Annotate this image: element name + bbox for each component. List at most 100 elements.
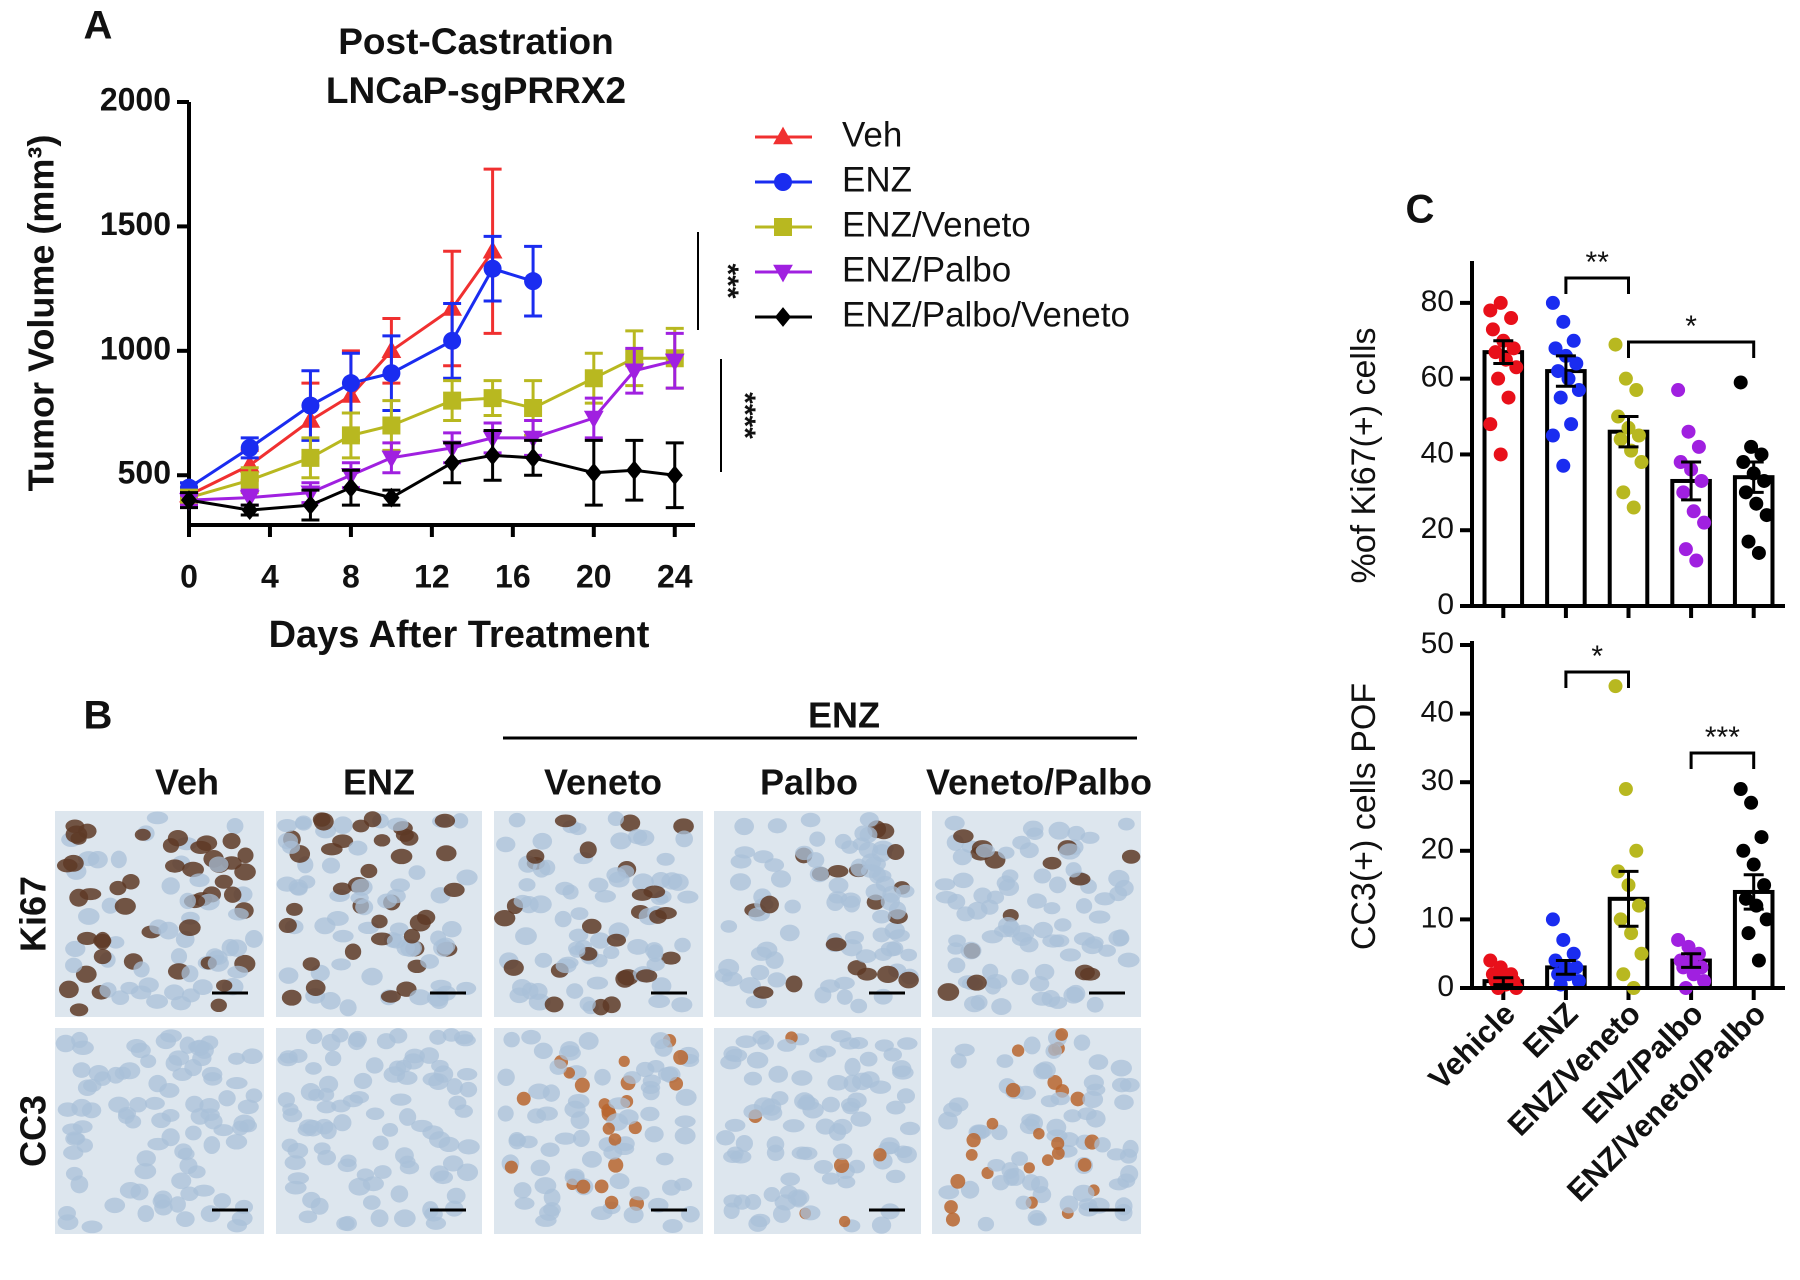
cell-nucleus xyxy=(762,1104,783,1121)
data-point xyxy=(1751,545,1766,560)
cell-nucleus xyxy=(944,815,965,831)
cell-nucleus xyxy=(948,1097,969,1112)
y-axis-label: CC3(+) cells POF xyxy=(1345,683,1383,950)
data-point xyxy=(1634,455,1649,470)
cell-nucleus xyxy=(185,1125,202,1141)
cell-nucleus xyxy=(158,921,179,940)
cell-nucleus xyxy=(897,1037,918,1050)
cell-nucleus xyxy=(443,882,465,898)
cell-nucleus xyxy=(107,936,125,949)
data-point xyxy=(1624,926,1639,941)
cell-nucleus xyxy=(780,1172,801,1186)
cell-nucleus xyxy=(874,1039,894,1052)
cell-nucleus xyxy=(536,1106,558,1121)
marker xyxy=(524,447,542,468)
cell-nucleus xyxy=(629,1186,650,1201)
cell-nucleus xyxy=(675,830,694,848)
cell-nucleus xyxy=(137,1205,155,1223)
cell-nucleus xyxy=(204,1113,223,1130)
cell-nucleus xyxy=(1042,856,1062,870)
marker xyxy=(240,471,259,490)
data-point xyxy=(1483,417,1498,432)
cell-nucleus xyxy=(134,828,151,841)
legend-label: ENZ/Palbo/Veneto xyxy=(842,295,1130,334)
data-point xyxy=(1629,843,1644,858)
cell-nucleus xyxy=(588,877,609,893)
cell-nucleus xyxy=(409,989,431,1006)
marker xyxy=(774,307,792,327)
error-bar xyxy=(1681,952,1702,969)
cell-nucleus xyxy=(1075,898,1093,914)
cell-nucleus xyxy=(1048,821,1071,840)
cell-nucleus xyxy=(535,1214,557,1227)
cell-nucleus xyxy=(332,882,352,895)
cell-nucleus xyxy=(1054,918,1072,932)
y-axis-label: Tumor Volume (mm³) xyxy=(21,135,62,492)
cell-nucleus xyxy=(148,1074,167,1093)
cell-nucleus xyxy=(873,823,895,840)
cell-nucleus xyxy=(337,1158,357,1173)
cell-nucleus xyxy=(386,933,406,949)
cell-nucleus xyxy=(189,873,210,888)
data-point xyxy=(1616,967,1631,982)
cell-nucleus xyxy=(1042,934,1065,948)
cell-nucleus xyxy=(1117,952,1140,968)
cell-nucleus xyxy=(1070,1091,1086,1107)
x-axis-label: Days After Treatment xyxy=(269,614,650,656)
cell-nucleus xyxy=(579,841,597,859)
y-tick-label: 20 xyxy=(1421,833,1454,866)
marker xyxy=(773,264,793,283)
error-bar xyxy=(1681,460,1702,502)
cell-nucleus xyxy=(387,817,409,832)
cell-nucleus xyxy=(94,1071,112,1086)
cell-nucleus xyxy=(724,1118,746,1132)
micrograph xyxy=(714,811,921,1017)
cell-nucleus xyxy=(720,1054,742,1070)
cell-nucleus xyxy=(809,865,829,883)
cell-nucleus xyxy=(648,994,671,1008)
cell-nucleus xyxy=(93,948,112,965)
cell-nucleus xyxy=(434,813,456,828)
cell-nucleus xyxy=(987,1159,1006,1172)
cell-nucleus xyxy=(938,1185,960,1200)
cell-nucleus xyxy=(1033,1127,1045,1140)
data-point xyxy=(1681,939,1696,954)
cell-nucleus xyxy=(457,1139,480,1155)
cell-nucleus xyxy=(133,961,150,978)
cell-nucleus xyxy=(843,1074,862,1093)
cell-nucleus xyxy=(223,886,242,903)
marker xyxy=(524,272,543,291)
cell-nucleus xyxy=(192,979,213,996)
cell-nucleus xyxy=(623,1206,644,1224)
cell-nucleus xyxy=(896,1146,917,1164)
data-point xyxy=(1611,864,1626,879)
data-point xyxy=(1561,371,1576,386)
cell-nucleus xyxy=(1012,835,1031,850)
marker xyxy=(584,369,603,388)
cell-nucleus xyxy=(1072,1184,1095,1202)
data-point xyxy=(1545,295,1560,310)
cell-nucleus xyxy=(402,1053,424,1070)
significance-label: * xyxy=(1591,640,1603,673)
cell-nucleus xyxy=(729,873,752,891)
cell-nucleus xyxy=(746,1051,769,1069)
cell-nucleus xyxy=(239,1119,258,1133)
cell-nucleus xyxy=(671,997,693,1013)
data-point xyxy=(1741,926,1756,941)
cell-nucleus xyxy=(886,941,904,956)
data-point xyxy=(1744,795,1759,810)
cell-nucleus xyxy=(456,1163,479,1182)
cell-nucleus xyxy=(767,972,787,988)
cell-nucleus xyxy=(900,948,918,962)
cell-nucleus xyxy=(603,1145,623,1160)
cell-nucleus xyxy=(170,996,192,1011)
cell-nucleus xyxy=(168,1050,190,1066)
cell-nucleus xyxy=(114,897,136,915)
cell-nucleus xyxy=(284,1155,306,1171)
cell-nucleus xyxy=(161,877,180,895)
cell-nucleus xyxy=(1088,910,1111,924)
cell-nucleus xyxy=(216,979,233,992)
cell-nucleus xyxy=(288,1049,308,1063)
data-point xyxy=(1631,428,1646,443)
cell-nucleus xyxy=(72,1120,93,1134)
